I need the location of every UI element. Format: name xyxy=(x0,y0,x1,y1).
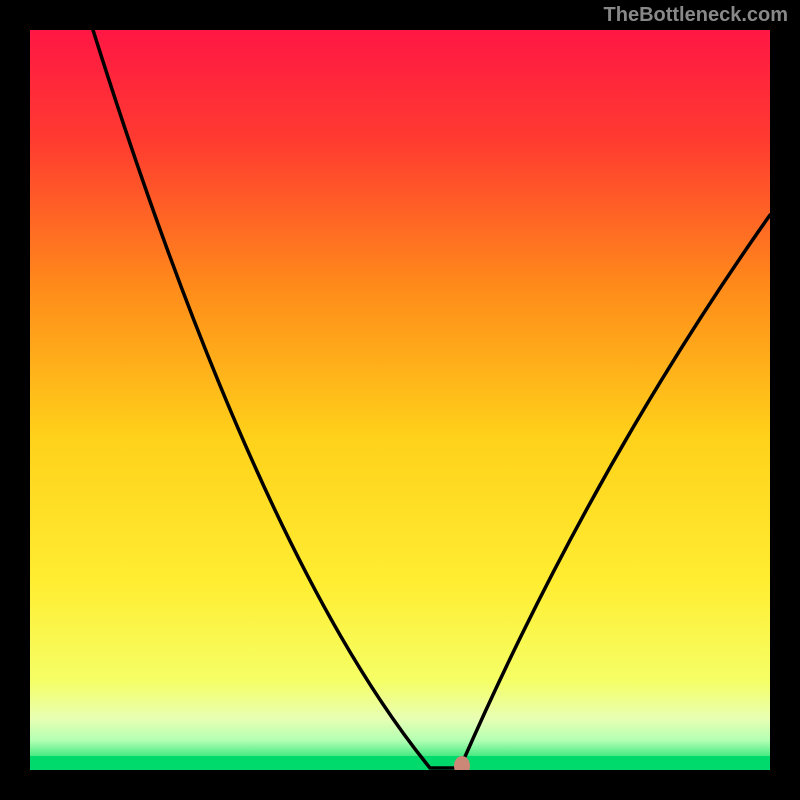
frame-bottom xyxy=(0,770,800,800)
plot-area xyxy=(30,30,770,770)
curve-path xyxy=(93,30,770,768)
frame-right xyxy=(770,0,800,800)
minimum-marker xyxy=(454,756,470,770)
frame-left xyxy=(0,0,30,800)
bottleneck-curve xyxy=(30,30,770,770)
watermark-text: TheBottleneck.com xyxy=(604,4,788,27)
